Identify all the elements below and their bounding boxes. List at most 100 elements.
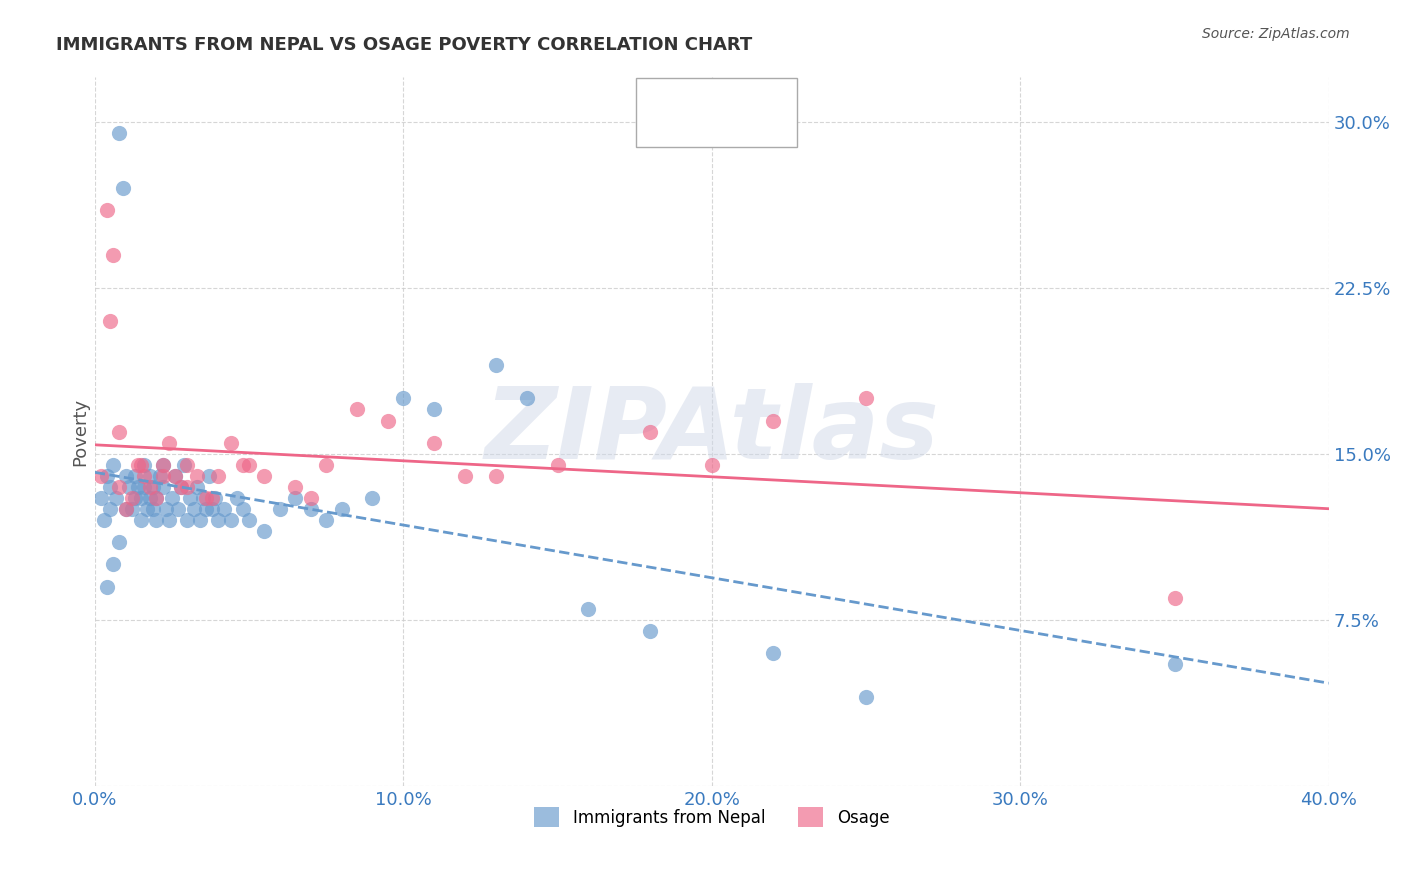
Text: Source: ZipAtlas.com: Source: ZipAtlas.com xyxy=(1202,27,1350,41)
Immigrants from Nepal xyxy=(157,513,180,527)
Immigrants from Nepal xyxy=(127,480,149,494)
Text: ■: ■ xyxy=(644,80,668,104)
Immigrants from Nepal xyxy=(1163,657,1185,671)
Immigrants from Nepal xyxy=(134,458,156,472)
Immigrants from Nepal xyxy=(330,502,353,516)
Immigrants from Nepal xyxy=(214,502,236,516)
Text: 0.156: 0.156 xyxy=(696,80,752,98)
Immigrants from Nepal xyxy=(155,502,177,516)
Text: N =: N = xyxy=(735,120,787,138)
Text: ■: ■ xyxy=(644,120,668,145)
Immigrants from Nepal xyxy=(148,469,170,483)
Immigrants from Nepal xyxy=(194,502,217,516)
Immigrants from Nepal xyxy=(173,458,195,472)
Osage xyxy=(454,469,477,483)
Immigrants from Nepal xyxy=(121,502,143,516)
Osage xyxy=(855,392,877,406)
Osage xyxy=(163,469,186,483)
Osage xyxy=(186,469,208,483)
Osage xyxy=(1163,591,1185,605)
Osage xyxy=(157,435,180,450)
Osage xyxy=(103,247,125,261)
Immigrants from Nepal xyxy=(124,491,146,505)
Legend: Immigrants from Nepal, Osage: Immigrants from Nepal, Osage xyxy=(527,800,896,834)
Osage xyxy=(114,502,136,516)
Immigrants from Nepal xyxy=(232,502,254,516)
Immigrants from Nepal xyxy=(167,502,190,516)
Osage xyxy=(201,491,224,505)
Immigrants from Nepal xyxy=(183,502,205,516)
Immigrants from Nepal xyxy=(134,480,156,494)
Immigrants from Nepal xyxy=(129,491,152,505)
Immigrants from Nepal xyxy=(152,480,174,494)
Osage xyxy=(219,435,242,450)
Immigrants from Nepal xyxy=(284,491,307,505)
Text: 0.156: 0.156 xyxy=(696,80,752,98)
Immigrants from Nepal xyxy=(108,535,131,549)
Osage xyxy=(547,458,569,472)
Osage xyxy=(90,469,112,483)
Immigrants from Nepal xyxy=(90,491,112,505)
Immigrants from Nepal xyxy=(576,601,599,615)
Immigrants from Nepal xyxy=(124,469,146,483)
Immigrants from Nepal xyxy=(198,469,221,483)
Immigrants from Nepal xyxy=(111,181,134,195)
Immigrants from Nepal xyxy=(139,469,162,483)
Immigrants from Nepal xyxy=(163,469,186,483)
Text: 72: 72 xyxy=(772,80,797,98)
Text: R =: R = xyxy=(666,80,706,98)
Immigrants from Nepal xyxy=(145,491,167,505)
Immigrants from Nepal xyxy=(142,502,165,516)
Immigrants from Nepal xyxy=(170,480,193,494)
Y-axis label: Poverty: Poverty xyxy=(72,398,89,466)
Osage xyxy=(127,458,149,472)
Immigrants from Nepal xyxy=(108,126,131,140)
Text: N =: N = xyxy=(735,80,787,98)
Osage xyxy=(232,458,254,472)
Immigrants from Nepal xyxy=(96,469,118,483)
Immigrants from Nepal xyxy=(93,513,115,527)
Osage xyxy=(134,469,156,483)
Text: R =: R = xyxy=(666,120,706,138)
Osage xyxy=(284,480,307,494)
Immigrants from Nepal xyxy=(118,480,141,494)
Osage xyxy=(700,458,723,472)
Osage xyxy=(129,458,152,472)
Osage xyxy=(762,413,785,427)
Text: ■: ■ xyxy=(644,80,668,104)
Immigrants from Nepal xyxy=(186,480,208,494)
Text: 72: 72 xyxy=(770,80,796,98)
Immigrants from Nepal xyxy=(392,392,415,406)
Immigrants from Nepal xyxy=(145,513,167,527)
Osage xyxy=(638,425,661,439)
Immigrants from Nepal xyxy=(191,491,214,505)
Osage xyxy=(346,402,368,417)
Immigrants from Nepal xyxy=(253,524,276,539)
Immigrants from Nepal xyxy=(219,513,242,527)
Osage xyxy=(207,469,229,483)
Immigrants from Nepal xyxy=(103,558,125,572)
Osage xyxy=(121,491,143,505)
Text: IMMIGRANTS FROM NEPAL VS OSAGE POVERTY CORRELATION CHART: IMMIGRANTS FROM NEPAL VS OSAGE POVERTY C… xyxy=(56,36,752,54)
Text: R =: R = xyxy=(666,120,706,138)
Text: N =: N = xyxy=(734,120,786,138)
Immigrants from Nepal xyxy=(299,502,322,516)
Immigrants from Nepal xyxy=(142,480,165,494)
Text: R =: R = xyxy=(666,80,706,98)
Osage xyxy=(485,469,508,483)
Osage xyxy=(238,458,260,472)
Osage xyxy=(253,469,276,483)
Osage xyxy=(145,491,167,505)
Osage xyxy=(152,458,174,472)
Immigrants from Nepal xyxy=(139,491,162,505)
Immigrants from Nepal xyxy=(485,358,508,372)
Osage xyxy=(377,413,399,427)
Text: 0.161: 0.161 xyxy=(696,120,752,138)
Immigrants from Nepal xyxy=(114,502,136,516)
Immigrants from Nepal xyxy=(188,513,211,527)
Immigrants from Nepal xyxy=(762,646,785,660)
Immigrants from Nepal xyxy=(361,491,384,505)
Text: ZIPAtlas: ZIPAtlas xyxy=(485,383,939,480)
Immigrants from Nepal xyxy=(114,469,136,483)
Immigrants from Nepal xyxy=(315,513,337,527)
